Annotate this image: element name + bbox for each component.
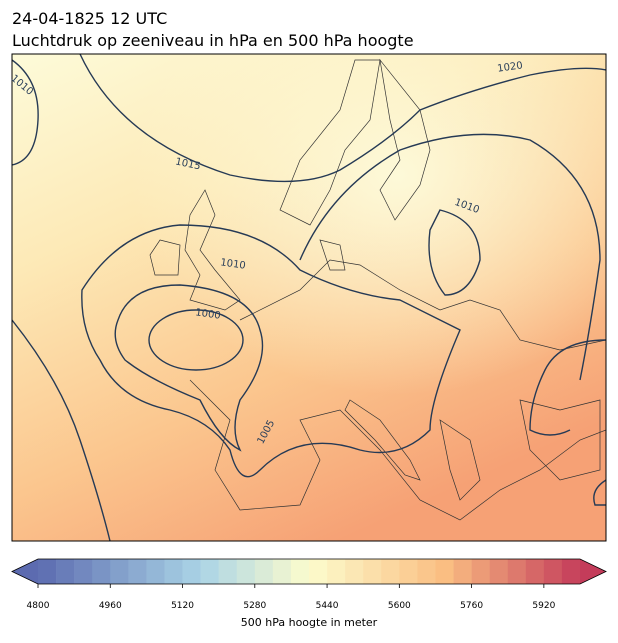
colorbar-segment xyxy=(200,559,219,584)
colorbar-segment xyxy=(164,559,183,584)
colorbar-segment xyxy=(345,559,364,584)
colorbar-segment xyxy=(453,559,472,584)
colorbar-tick-label: 5760 xyxy=(460,601,483,611)
colorbar-segment xyxy=(38,559,57,584)
colorbar-segment xyxy=(507,559,527,584)
map xyxy=(12,54,606,541)
colorbar-segment xyxy=(327,559,346,584)
colorbar-segment xyxy=(561,559,581,584)
colorbar-tick-label: 5120 xyxy=(171,601,194,611)
colorbar-segment xyxy=(381,559,400,584)
colorbar-segment xyxy=(218,559,238,584)
colorbar-segment xyxy=(543,559,563,584)
colorbar-extend-low xyxy=(12,559,38,584)
colorbar-segment xyxy=(309,559,328,584)
colorbar-segment xyxy=(272,559,292,584)
colorbar-label: 500 hPa hoogte in meter xyxy=(241,616,378,629)
colorbar-segment xyxy=(399,559,418,584)
contour-label: 1020 xyxy=(497,60,524,74)
colorbar-segment xyxy=(471,559,490,584)
colorbar-segment xyxy=(56,559,75,584)
colorbar-segment xyxy=(110,559,129,584)
colorbar-tick-label: 5600 xyxy=(388,601,411,611)
contour-label: 1010 xyxy=(220,257,247,271)
colorbar-segment xyxy=(489,559,509,584)
colorbar-segment xyxy=(363,559,382,584)
colorbar-segment xyxy=(290,559,310,584)
isobars xyxy=(12,54,606,541)
colorbar-segment xyxy=(128,559,147,584)
colorbar-segment xyxy=(417,559,436,584)
colorbar-segment xyxy=(92,559,111,584)
map-frame xyxy=(11,53,607,542)
colorbar-tick-label: 5920 xyxy=(532,601,555,611)
colorbar-tick-label: 4960 xyxy=(99,601,122,611)
colorbar-segment xyxy=(525,559,545,584)
colorbar-tick-label: 4800 xyxy=(27,601,50,611)
colorbar-segment xyxy=(146,559,165,584)
colorbar-extend-high xyxy=(580,559,606,584)
colorbar-segment xyxy=(182,559,201,584)
contour-label: 1000 xyxy=(195,307,222,321)
colorbar-segment xyxy=(254,559,274,584)
colorbar-segment xyxy=(435,559,454,584)
colorbar-tick-label: 5440 xyxy=(316,601,339,611)
colorbar-tick-label: 5280 xyxy=(243,601,266,611)
title: 24-04-1825 12 UTC xyxy=(12,9,167,28)
colorbar-segment xyxy=(74,559,93,584)
coastlines xyxy=(149,58,606,521)
subtitle: Luchtdruk op zeeniveau in hPa en 500 hPa… xyxy=(12,31,414,50)
colorbar-segment xyxy=(236,559,256,584)
contour-label: 1015 xyxy=(174,156,201,172)
